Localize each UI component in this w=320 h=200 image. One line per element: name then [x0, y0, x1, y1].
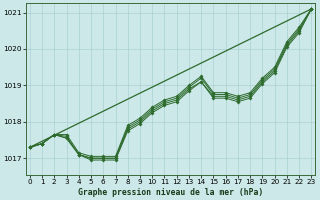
- X-axis label: Graphe pression niveau de la mer (hPa): Graphe pression niveau de la mer (hPa): [78, 188, 263, 197]
